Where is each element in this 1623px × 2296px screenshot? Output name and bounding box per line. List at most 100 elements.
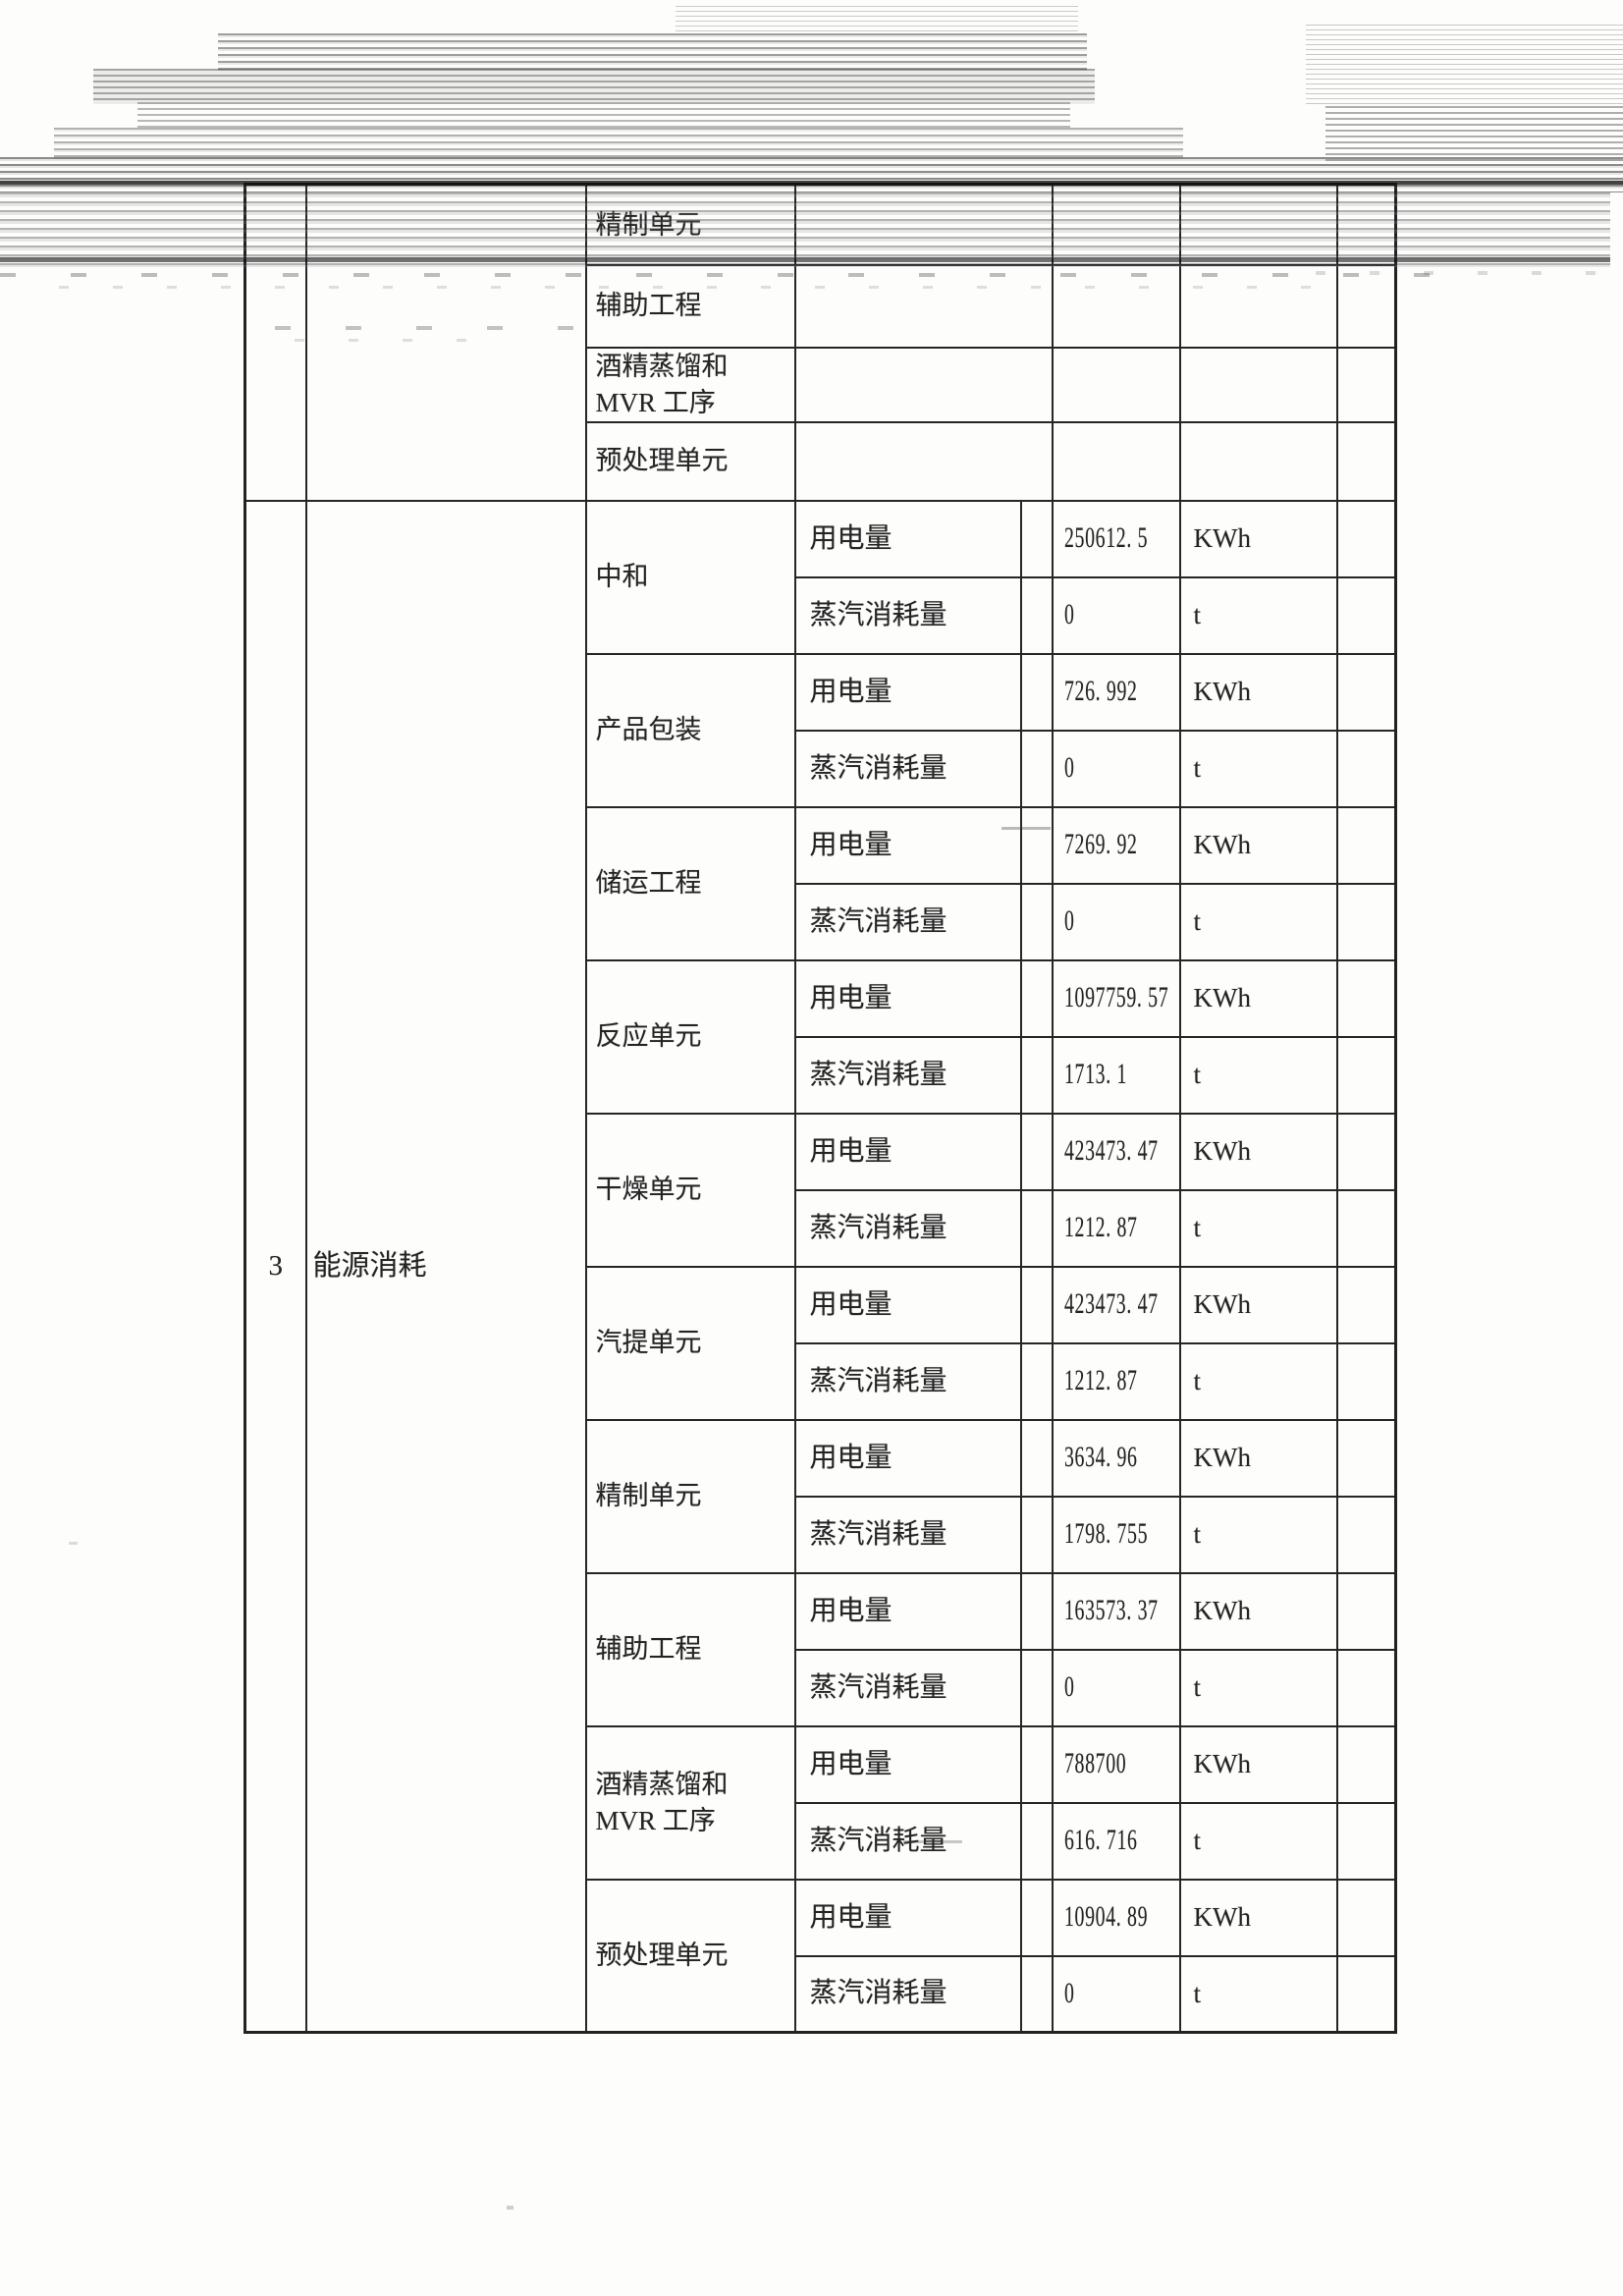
unit-name-cell: 酒精蒸馏和 MVR 工序 [584, 1724, 796, 1881]
row-number-cell [243, 183, 307, 502]
spacer-cell [1019, 805, 1054, 885]
metric-label-cell: 用电量 [793, 1265, 1022, 1344]
metric-label-cell: 用电量 [793, 652, 1022, 732]
spacer-cell [1335, 183, 1397, 266]
scan-noise-band [676, 6, 1078, 35]
table-row: 储运工程 用电量 7269. 92 KWh [245, 805, 1397, 961]
value-cell: 7269. 92 [1051, 805, 1181, 885]
table-row: 辅助工程 用电量 163573. 37 KWh [245, 1571, 1397, 1727]
unit-of-measure-cell: KWh [1178, 652, 1338, 732]
unit-name-cell: 精制单元 [584, 183, 796, 266]
value-text: 423473. 47 [1063, 1287, 1159, 1321]
scan-noise-band [137, 102, 1070, 130]
value-text: 616. 716 [1063, 1824, 1138, 1857]
spacer-cell [1335, 958, 1397, 1038]
value-cell: 1798. 755 [1051, 1495, 1181, 1574]
value-text: 0 [1063, 1670, 1075, 1704]
spacer-cell [1019, 1878, 1054, 1957]
spacer-cell [1335, 346, 1397, 423]
unit-of-measure-cell: t [1178, 1495, 1338, 1574]
value-text: 726. 992 [1063, 675, 1138, 708]
unit-of-measure-cell [1178, 263, 1338, 349]
unit-name-cell: 储运工程 [584, 805, 796, 961]
scan-noise-band [218, 33, 1087, 71]
table-row: 蒸汽消耗量 0 t [245, 1954, 1397, 2034]
value-text: 0 [1063, 1977, 1075, 2009]
value-cell: 1212. 87 [1051, 1341, 1181, 1421]
value-cell: 0 [1051, 729, 1181, 808]
unit-of-measure-cell: KWh [1178, 958, 1338, 1038]
value-cell: 1713. 1 [1051, 1035, 1181, 1115]
table-row: 蒸汽消耗量 0 t [245, 575, 1397, 655]
table-row: 蒸汽消耗量 1212. 87 t [245, 1188, 1397, 1268]
spacer-cell [1019, 1265, 1054, 1344]
unit-of-measure-cell: t [1178, 575, 1338, 655]
metric-label-cell: 蒸汽消耗量 [793, 1495, 1022, 1574]
value-cell [1051, 263, 1181, 349]
spacer-cell [1019, 575, 1054, 655]
value-cell: 3634. 96 [1051, 1418, 1181, 1498]
value-cell: 10904. 89 [1051, 1878, 1181, 1957]
spacer-cell [1019, 729, 1054, 808]
unit-name-cell: 预处理单元 [584, 420, 796, 502]
spacer-cell [1335, 1878, 1397, 1957]
spacer-cell [1335, 1495, 1397, 1574]
value-text: 1798. 755 [1063, 1517, 1148, 1551]
metric-label-cell: 蒸汽消耗量 [793, 729, 1022, 808]
value-cell [1051, 420, 1181, 502]
table-row: 3 能源消耗 中和 用电量 250612. 5 KWh [243, 499, 1397, 2034]
value-cell: 423473. 47 [1051, 1112, 1181, 1191]
scan-speck [69, 1542, 78, 1545]
spacer-cell [1335, 1035, 1397, 1115]
spacer-cell [1335, 1801, 1397, 1881]
value-cell: 0 [1051, 882, 1181, 961]
table-row: 反应单元 用电量 1097759. 57 KWh [245, 958, 1397, 1115]
value-cell: 0 [1051, 1954, 1181, 2034]
unit-of-measure-cell: KWh [1178, 1418, 1338, 1498]
value-cell: 1212. 87 [1051, 1188, 1181, 1268]
value-cell: 788700 [1051, 1724, 1181, 1804]
metric-label-cell [793, 420, 1054, 502]
spacer-cell [1019, 958, 1054, 1038]
spacer-cell [1335, 1954, 1397, 2034]
value-text: 163573. 37 [1063, 1594, 1159, 1627]
spacer-cell [1019, 882, 1054, 961]
unit-of-measure-cell: t [1178, 1648, 1338, 1727]
table-row: 辅助工程 [245, 263, 1397, 349]
value-text: 0 [1063, 751, 1075, 785]
spacer-cell [1335, 1724, 1397, 1804]
value-text: 1212. 87 [1063, 1211, 1138, 1244]
table-row: 蒸汽消耗量 0 t [245, 882, 1397, 961]
value-text: 423473. 47 [1063, 1134, 1159, 1168]
energy-consumption-table: 精制单元 辅助工程 酒精蒸馏和 MVR 工序 预处理 [243, 183, 1397, 2034]
spacer-cell [1335, 499, 1397, 578]
metric-label-cell [793, 183, 1054, 266]
unit-name-cell: 酒精蒸馏和 MVR 工序 [584, 346, 796, 423]
scan-noise-band [93, 69, 1095, 104]
unit-of-measure-cell: KWh [1178, 1724, 1338, 1804]
table-row: 干燥单元 用电量 423473. 47 KWh [245, 1112, 1397, 1268]
spacer-cell [1019, 1571, 1054, 1651]
value-cell: 0 [1051, 1648, 1181, 1727]
unit-name-cell: 汽提单元 [584, 1265, 796, 1421]
spacer-cell [1335, 805, 1397, 885]
spacer-cell [1335, 1648, 1397, 1727]
unit-of-measure-cell [1178, 420, 1338, 502]
spacer-cell [1335, 729, 1397, 808]
spacer-cell [1335, 1418, 1397, 1498]
spacer-cell [1019, 1341, 1054, 1421]
spacer-cell [1019, 1112, 1054, 1191]
metric-label-cell: 用电量 [793, 1418, 1022, 1498]
value-text: 1212. 87 [1063, 1364, 1138, 1397]
spacer-cell [1019, 1418, 1054, 1498]
value-cell: 1097759. 57 [1051, 958, 1181, 1038]
unit-of-measure-cell: KWh [1178, 499, 1338, 578]
spacer-cell [1335, 263, 1397, 349]
scan-speck [507, 2206, 514, 2210]
metric-label-cell: 用电量 [793, 805, 1022, 885]
table-row: 精制单元 用电量 3634. 96 KWh [245, 1418, 1397, 1574]
spacer-cell [1019, 1188, 1054, 1268]
metric-label-cell: 用电量 [793, 499, 1022, 578]
spacer-cell [1335, 1571, 1397, 1651]
